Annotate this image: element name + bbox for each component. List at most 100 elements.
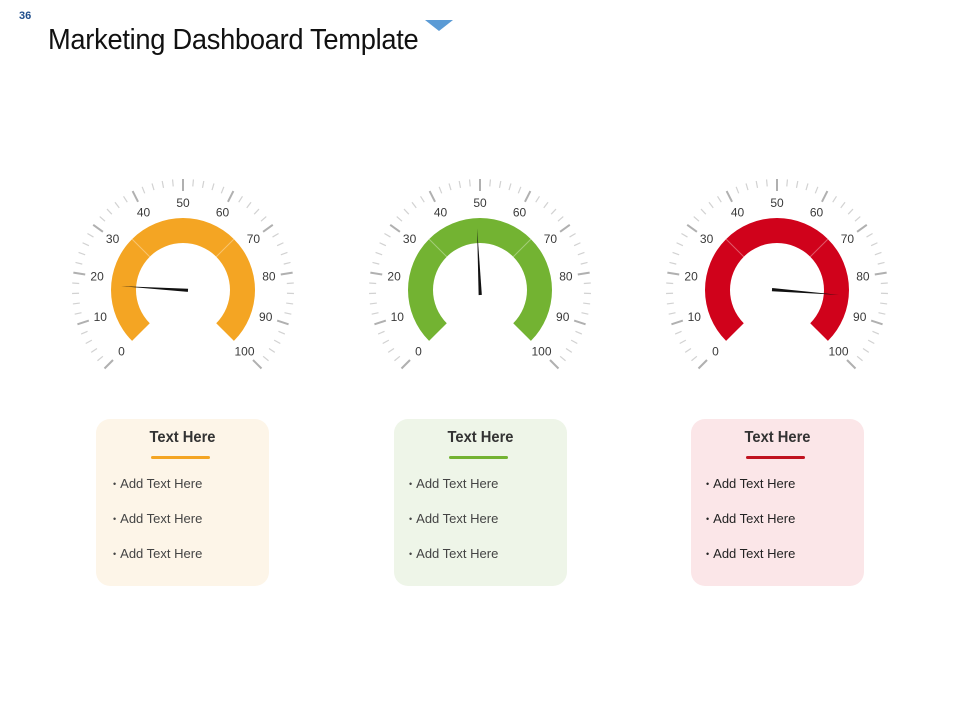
minor-tick <box>273 339 281 345</box>
scale-label: 90 <box>556 310 570 324</box>
minor-tick <box>411 201 417 209</box>
major-tick <box>846 359 857 370</box>
minor-tick <box>468 179 471 187</box>
list-item-text: Add Text Here <box>416 511 499 526</box>
gauge-needle <box>477 228 482 296</box>
minor-tick <box>97 355 104 362</box>
minor-tick <box>369 302 377 305</box>
band-seam <box>428 238 448 258</box>
minor-tick <box>384 232 391 238</box>
minor-tick <box>693 216 700 222</box>
minor-tick <box>557 216 564 222</box>
major-tick <box>671 319 684 326</box>
major-tick <box>573 319 586 326</box>
major-tick <box>874 271 887 276</box>
list-item: • Add Text Here <box>409 546 499 561</box>
list-item-text: Add Text Here <box>713 476 796 491</box>
minor-tick <box>123 195 128 203</box>
minor-tick <box>832 195 837 203</box>
gauge-needle <box>121 286 189 292</box>
scale-label: 90 <box>259 310 273 324</box>
scale-label: 30 <box>106 232 120 246</box>
scale-label: 40 <box>137 205 151 219</box>
minor-tick <box>735 186 740 194</box>
major-tick <box>131 190 139 203</box>
scale-label: 10 <box>94 310 108 324</box>
major-tick <box>262 223 274 233</box>
minor-tick <box>87 232 94 238</box>
scale-label: 100 <box>235 345 255 359</box>
major-tick <box>559 223 571 233</box>
minor-tick <box>286 302 294 305</box>
scale-label: 30 <box>403 232 417 246</box>
minor-tick <box>569 232 576 238</box>
major-tick <box>577 271 590 276</box>
minor-tick <box>403 208 410 215</box>
minor-tick <box>114 201 120 209</box>
minor-tick <box>72 302 80 305</box>
minor-tick <box>700 208 707 215</box>
minor-tick <box>458 180 462 188</box>
minor-tick <box>691 355 698 362</box>
minor-tick <box>268 347 276 353</box>
minor-tick <box>420 195 425 203</box>
minor-tick <box>377 330 385 335</box>
gauge-band <box>111 218 256 341</box>
minor-tick <box>840 201 846 209</box>
list-item: • Add Text Here <box>409 511 499 526</box>
list-item-text: Add Text Here <box>416 476 499 491</box>
scale-label: 0 <box>712 345 719 359</box>
minor-tick <box>535 195 540 203</box>
minor-tick <box>672 251 680 256</box>
scale-label: 70 <box>247 232 261 246</box>
minor-tick <box>508 183 512 191</box>
major-tick <box>697 359 708 370</box>
card-list: • Add Text Here • Add Text Here • Add Text … <box>409 476 498 581</box>
minor-tick <box>75 261 83 265</box>
minor-tick <box>276 242 284 247</box>
minor-tick <box>394 355 401 362</box>
scale-label: 80 <box>262 269 276 283</box>
minor-tick <box>371 312 379 315</box>
minor-tick <box>814 186 819 194</box>
minor-tick <box>878 312 886 315</box>
scale-label: 20 <box>387 269 401 283</box>
minor-tick <box>867 339 875 345</box>
scale-label: 0 <box>118 345 125 359</box>
scale-label: 80 <box>856 269 870 283</box>
info-card-3: Text Here • Add Text Here • Add Text Here … <box>691 419 864 586</box>
list-item-text: Add Text Here <box>713 546 796 561</box>
list-item: • Add Text Here <box>113 476 203 491</box>
minor-tick <box>278 330 286 335</box>
scale-label: 70 <box>841 232 855 246</box>
gauge-3: 0 10 20 30 40 50 60 70 80 90 100 <box>666 179 888 370</box>
minor-tick <box>583 302 591 305</box>
minor-tick <box>260 216 267 222</box>
major-tick <box>686 223 698 233</box>
minor-tick <box>387 347 395 353</box>
minor-tick <box>90 347 98 353</box>
minor-tick <box>396 216 403 222</box>
major-tick <box>276 319 289 326</box>
scale-label: 60 <box>810 205 824 219</box>
info-card-2: Text Here • Add Text Here • Add Text Here … <box>394 419 567 586</box>
gauge-2: 0 10 20 30 40 50 60 70 80 90 100 <box>369 179 591 370</box>
major-tick <box>428 190 436 203</box>
card-list: • Add Text Here • Add Text Here • Add Text … <box>706 476 795 581</box>
list-item: • Add Text Here <box>113 511 203 526</box>
major-tick <box>725 190 733 203</box>
minor-tick <box>220 186 225 194</box>
major-tick <box>870 319 883 326</box>
minor-tick <box>854 216 861 222</box>
corner-triangle-icon <box>425 20 453 31</box>
minor-tick <box>151 183 155 191</box>
minor-tick <box>862 347 870 353</box>
minor-tick <box>284 312 292 315</box>
band-seam <box>809 238 829 258</box>
card-list: • Add Text Here • Add Text Here • Add Text … <box>113 476 202 581</box>
list-item: • Add Text Here <box>409 476 499 491</box>
major-tick <box>821 190 829 203</box>
minor-tick <box>765 179 768 187</box>
minor-tick <box>82 242 90 247</box>
scale-label: 70 <box>544 232 558 246</box>
